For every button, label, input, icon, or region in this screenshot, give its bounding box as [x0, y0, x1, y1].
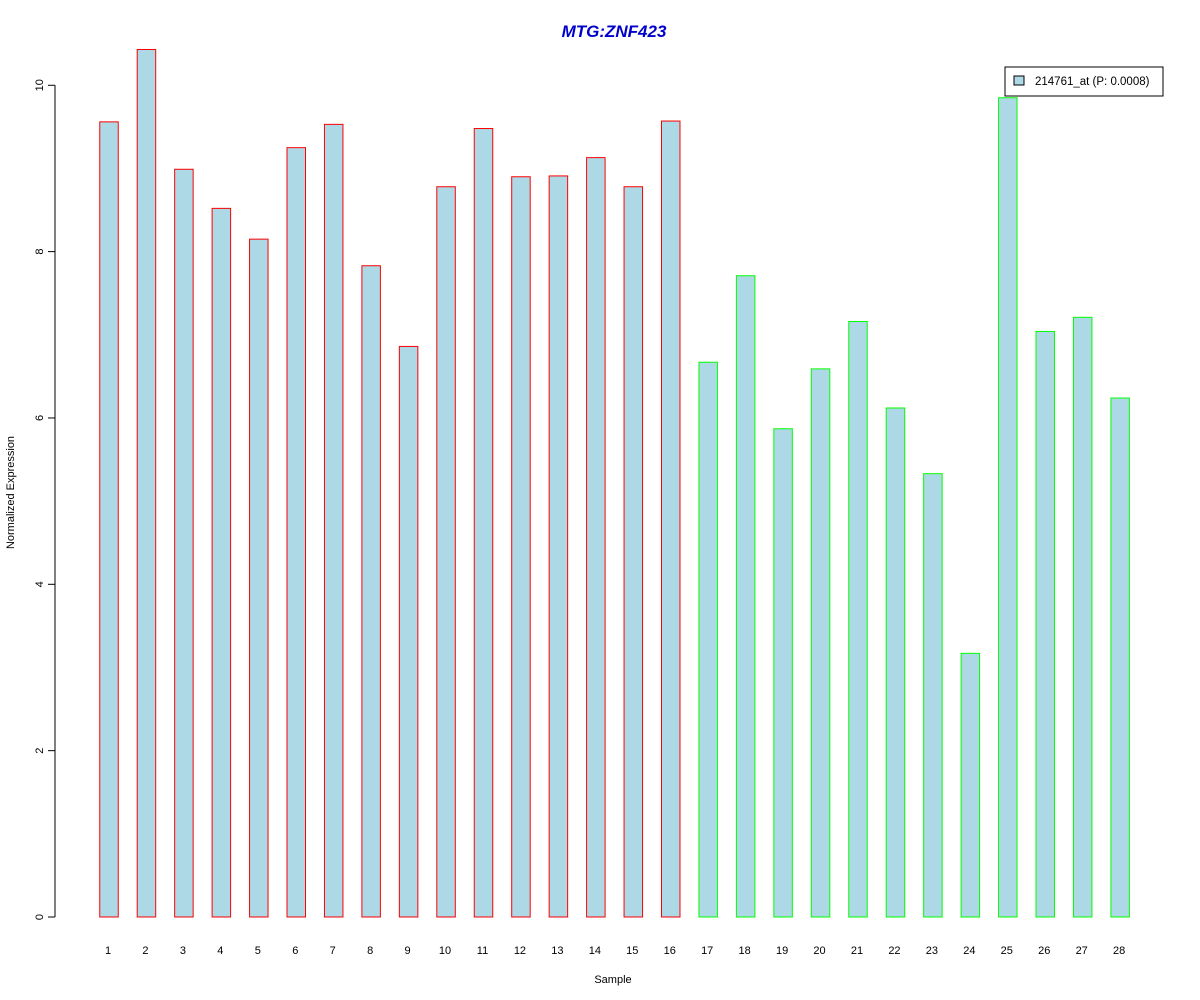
bar-sample-14: [586, 157, 606, 918]
y-tick-label: 8: [34, 249, 46, 255]
x-axis-label: Sample: [594, 974, 631, 986]
bar-sample-21: [848, 320, 868, 918]
bar-sample-18: [735, 275, 756, 918]
bar-sample-12: [511, 176, 531, 918]
x-tick-label: 9: [405, 945, 411, 957]
bar-sample-22: [885, 407, 906, 918]
x-tick-label: 7: [330, 945, 336, 957]
bar-sample-10: [436, 186, 456, 918]
bars-group: [99, 49, 1130, 918]
bar-sample-26: [1035, 330, 1055, 918]
x-tick-label: 15: [626, 945, 638, 957]
x-tick-label: 26: [1038, 945, 1050, 957]
bar-sample-6: [286, 147, 306, 918]
bar-sample-11: [473, 128, 494, 918]
x-tick-label: 6: [292, 945, 298, 957]
x-tick-label: 18: [739, 945, 751, 957]
x-tick-label: 17: [701, 945, 713, 957]
x-tick-label: 24: [963, 945, 975, 957]
x-tick-label: 3: [180, 945, 186, 957]
x-tick-label: 25: [1001, 945, 1013, 957]
legend: 214761_at (P: 0.0008): [1004, 66, 1164, 97]
bar-sample-15: [623, 186, 644, 918]
bar-sample-3: [174, 168, 194, 918]
x-tick-label: 14: [589, 945, 601, 957]
x-tick-label: 21: [851, 945, 863, 957]
bar-sample-20: [810, 368, 831, 918]
bar-sample-27: [1072, 316, 1093, 918]
x-tick-label: 2: [142, 945, 148, 957]
legend-label: 214761_at (P: 0.0008): [1035, 76, 1150, 88]
x-tick-label: 27: [1076, 945, 1088, 957]
x-tick-label: 5: [255, 945, 261, 957]
bar-sample-19: [773, 428, 793, 918]
bar-sample-13: [548, 175, 569, 918]
bar-sample-24: [960, 652, 981, 918]
x-tick-label: 23: [926, 945, 938, 957]
x-tick-label: 16: [664, 945, 676, 957]
bar-sample-16: [661, 120, 681, 918]
y-tick-label: 4: [34, 581, 46, 587]
y-axis: 0 2 4 6 8 10: [34, 79, 56, 920]
legend-swatch: [1013, 75, 1025, 86]
x-tick-label: 22: [888, 945, 900, 957]
bar-sample-5: [249, 238, 269, 918]
x-tick-label: 28: [1113, 945, 1125, 957]
bar-sample-25: [998, 97, 1018, 918]
bar-sample-28: [1110, 397, 1130, 918]
bar-sample-7: [323, 123, 344, 918]
chart-title: MTG:ZNF423: [562, 22, 667, 41]
x-tick-labels: 1 2 3 4 5 6 7 8 9 10 11 12 13 14 15 16 17 18 19 20 21 22 23 24 2…: [105, 945, 1125, 957]
bar-sample-2: [136, 49, 157, 918]
x-tick-label: 11: [477, 945, 488, 957]
y-tick-label: 2: [34, 748, 46, 754]
x-tick-label: 12: [514, 945, 526, 957]
x-tick-label: 8: [367, 945, 373, 957]
x-tick-label: 10: [439, 945, 451, 957]
y-axis-label: Normalized Expression: [5, 436, 17, 549]
bar-sample-1: [99, 121, 119, 918]
legend-box: [1004, 66, 1164, 97]
x-tick-label: 4: [217, 945, 223, 957]
y-tick-label: 10: [34, 79, 46, 91]
bar-sample-23: [923, 473, 943, 918]
x-tick-label: 19: [776, 945, 788, 957]
x-tick-label: 13: [551, 945, 563, 957]
bar-sample-8: [361, 265, 381, 918]
y-tick-label: 0: [34, 914, 46, 920]
bar-sample-4: [211, 207, 232, 918]
bar-sample-17: [698, 361, 718, 918]
y-tick-label: 6: [34, 415, 46, 421]
x-tick-label: 1: [105, 945, 111, 957]
bar-sample-9: [398, 345, 419, 918]
x-tick-label: 20: [813, 945, 825, 957]
